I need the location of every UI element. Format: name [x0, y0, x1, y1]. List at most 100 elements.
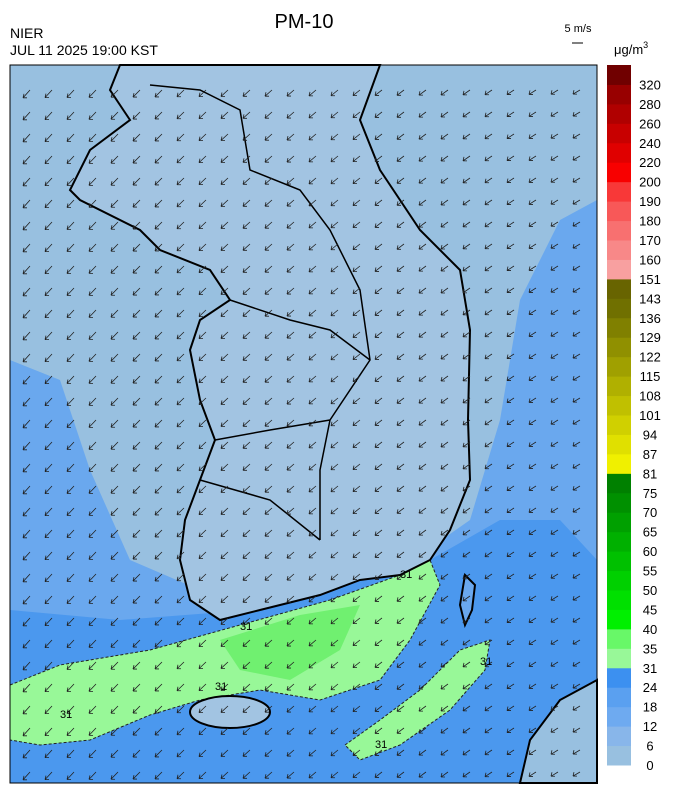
wind-arrow: [110, 265, 119, 274]
wind-arrow: [88, 507, 97, 516]
wind-arrow: [176, 617, 185, 626]
wind-arrow: [110, 177, 119, 186]
colorbar-swatch: [607, 531, 631, 552]
wind-arrow: [572, 573, 581, 579]
wind-arrow: [352, 485, 361, 492]
map-frame: [9, 64, 598, 784]
wind-arrow: [484, 727, 493, 734]
wind-arrow: [550, 463, 559, 469]
wind-arrow: [462, 419, 471, 426]
wind-arrow: [22, 705, 31, 715]
wind-arrow: [440, 419, 449, 426]
wind-arrow: [440, 199, 449, 206]
pm-band-35: [220, 605, 360, 680]
wind-arrow: [550, 133, 559, 139]
wind-arrow: [506, 727, 515, 733]
wind-arrow: [286, 749, 295, 757]
wind-arrow: [176, 397, 185, 406]
wind-arrow: [66, 331, 75, 340]
wind-arrow: [44, 573, 53, 583]
wind-arrow: [440, 89, 449, 96]
wind-arrow: [484, 551, 493, 558]
colorbar-label: 108: [639, 389, 661, 404]
wind-arrow: [22, 375, 31, 385]
wind-arrow: [462, 595, 471, 602]
wind-arrow: [396, 243, 405, 250]
wind-arrow: [396, 177, 405, 184]
wind-arrow: [506, 749, 515, 755]
wind-arrow: [308, 397, 317, 405]
wind-arrow: [352, 199, 361, 206]
wind-arrow: [484, 529, 493, 536]
wind-arrow: [550, 199, 559, 205]
wind-arrow: [330, 177, 339, 185]
wind-arrow: [110, 683, 119, 692]
wind-arrow: [352, 133, 361, 140]
wind-arrow: [506, 375, 515, 381]
wind-arrow: [308, 749, 317, 757]
wind-arrow: [374, 177, 383, 184]
wind-arrow: [308, 353, 317, 361]
wind-arrow: [198, 639, 207, 648]
wind-arrow: [88, 441, 97, 450]
wind-arrow: [66, 397, 75, 406]
wind-arrow: [462, 397, 471, 404]
wind-arrow: [220, 133, 229, 141]
wind-arrow: [154, 287, 163, 296]
wind-arrow: [286, 353, 295, 361]
wind-arrow: [66, 133, 75, 142]
wind-arrow: [22, 463, 31, 473]
wind-arrow: [88, 727, 97, 736]
wind-arrow: [440, 221, 449, 228]
wind-arrow: [374, 309, 383, 316]
source: NIER: [10, 25, 43, 41]
wind-arrow: [528, 705, 537, 711]
wind-arrow: [396, 111, 405, 118]
wind-arrow: [198, 617, 207, 626]
wind-arrow: [286, 507, 295, 515]
wind-arrow: [308, 573, 317, 581]
datetime: JUL 11 2025 19:00 KST: [10, 42, 158, 58]
wind-arrow: [264, 331, 273, 339]
wind-arrow: [286, 617, 295, 625]
wind-arrow: [66, 705, 75, 714]
wind-arrow: [374, 287, 383, 294]
wind-arrow: [352, 573, 361, 580]
wind-arrow: [418, 683, 427, 690]
wind-arrow: [352, 221, 361, 228]
colorbar-swatch: [607, 259, 631, 280]
wind-arrow: [22, 111, 31, 121]
wind-arrow: [550, 177, 559, 183]
colorbar-label: 65: [643, 525, 657, 540]
wind-arrow: [110, 309, 119, 318]
wind-arrow: [286, 243, 295, 251]
wind-arrow: [286, 683, 295, 691]
unit: μg/m3: [614, 40, 648, 57]
wind-arrow: [550, 265, 559, 271]
wind-arrow: [220, 771, 229, 779]
colorbar-swatch: [607, 395, 631, 416]
wind-arrow: [352, 375, 361, 382]
wind-arrow: [308, 705, 317, 713]
wind-arrow: [22, 507, 31, 517]
colorbar-swatch: [607, 570, 631, 591]
colorbar-label: 136: [639, 311, 661, 326]
wind-arrow: [572, 331, 581, 337]
wind-arrow: [506, 265, 515, 271]
colorbar-label: 170: [639, 233, 661, 248]
wind-arrow: [220, 309, 229, 317]
colorbar-swatch: [607, 181, 631, 202]
wind-arrow: [572, 551, 581, 557]
wind-arrow: [22, 727, 31, 737]
wind-arrow: [352, 265, 361, 272]
contour-label: 31: [480, 656, 492, 668]
wind-arrow: [154, 309, 163, 318]
wind-arrow: [330, 287, 339, 295]
wind-arrow: [198, 551, 207, 560]
wind-arrow: [330, 507, 339, 515]
wind-arrow: [374, 485, 383, 492]
wind-arrow: [330, 111, 339, 119]
colorbar-label: 18: [643, 700, 657, 715]
wind-arrow: [44, 375, 53, 385]
